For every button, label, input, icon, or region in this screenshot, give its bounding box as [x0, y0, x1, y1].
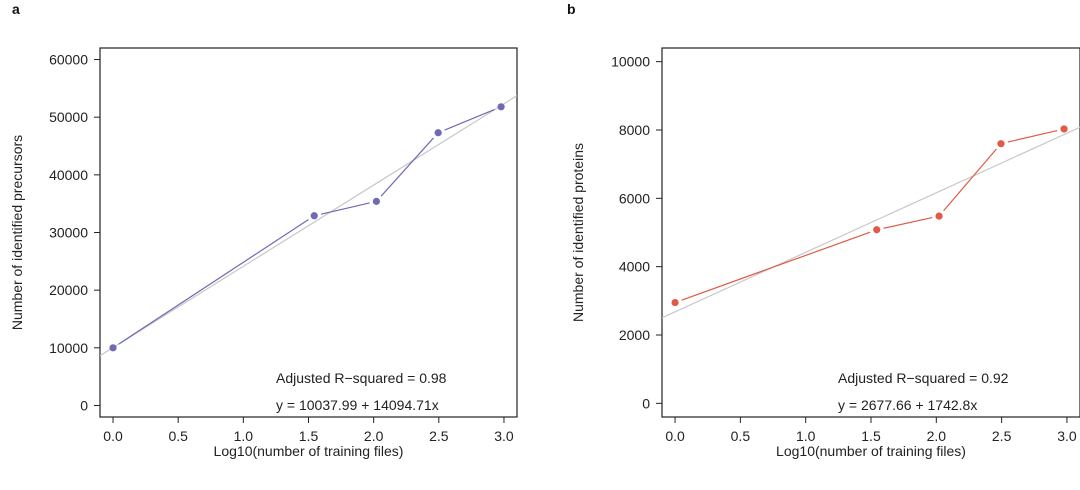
chart-b-x-tick-label: 1.0	[796, 428, 816, 444]
chart-b-annotation: y = 2677.66 + 1742.8x	[838, 397, 977, 413]
chart-b-data-point	[873, 226, 881, 234]
chart-b-annotation: Adjusted R−squared = 0.92	[838, 370, 1009, 386]
chart-a-y-tick-label: 0	[80, 397, 88, 413]
chart-a-series-segment	[444, 108, 495, 131]
chart-a-fit-line	[100, 95, 517, 357]
chart-a-series-segment	[380, 137, 434, 197]
chart-a-y-tick-label: 50000	[49, 109, 88, 125]
chart-a-data-point	[310, 212, 318, 220]
chart-a-data-point	[372, 197, 380, 205]
chart-b-x-tick-label: 3.0	[1057, 428, 1077, 444]
chart-a-x-tick-label: 0.5	[168, 428, 188, 444]
chart-b: b 0.0 0.5 1.0 1.5 2.0 2.5 3.0 0 2000 4000 6000 8000 1…	[567, 1, 1080, 459]
chart-b-x-tick-label: 2.5	[992, 428, 1012, 444]
chart-a-x-tick-label: 3.0	[494, 428, 514, 444]
chart-b-y-tick-label: 4000	[619, 259, 650, 275]
chart-b-series-segment	[883, 217, 933, 229]
chart-a-data-point	[434, 129, 442, 137]
chart-a-panel-letter: a	[12, 1, 20, 17]
chart-a-y-tick-label: 30000	[49, 225, 88, 241]
chart-b-fit-line	[662, 126, 1080, 319]
chart-b-series-segment	[1007, 129, 1058, 143]
chart-b-series-segment	[943, 148, 997, 212]
chart-b-x-tick-label: 1.5	[861, 428, 881, 444]
chart-b-y-axis-label: Number of identified proteins	[570, 143, 586, 322]
chart-b-y-tick-label: 6000	[619, 190, 650, 206]
chart-a-x-axis-label: Log10(number of training files)	[214, 443, 404, 459]
chart-b-series-segment	[681, 231, 871, 301]
chart-a-annotation: y = 10037.99 + 14094.71x	[276, 397, 439, 413]
chart-b-y-tick-label: 10000	[611, 54, 650, 70]
chart-b-plot-frame	[661, 47, 1080, 418]
chart-b-data-point	[671, 298, 679, 307]
chart-a-y-tick-label: 60000	[49, 52, 88, 68]
chart-a-plot-frame	[99, 47, 518, 418]
chart-a-series-segment	[320, 202, 370, 215]
chart-b-x-tick-label: 0.0	[665, 428, 685, 444]
chart-a-series-segment	[118, 219, 309, 345]
chart-a-annotation: Adjusted R−squared = 0.98	[276, 370, 447, 386]
chart-b-data-point	[1060, 125, 1068, 133]
chart-b-y-tick-label: 8000	[619, 122, 650, 138]
chart-a-x-tick-label: 1.5	[299, 428, 319, 444]
chart-a-x-tick-label: 2.5	[429, 428, 449, 444]
chart-b-panel-letter: b	[567, 1, 576, 17]
chart-b-y-tick-label: 0	[642, 395, 650, 411]
chart-a-y-axis-label: Number of identified precursors	[9, 135, 25, 330]
chart-a: a 0.0 0.5 1.0 1.5 2.0 2.5 3.0 0 10000 20000 30000 40…	[9, 1, 518, 459]
chart-b-x-axis-label: Log10(number of training files)	[776, 443, 966, 459]
chart-a-y-tick-label: 20000	[49, 282, 88, 298]
chart-a-y-tick-label: 10000	[49, 340, 88, 356]
chart-b-x-tick-label: 0.5	[731, 428, 751, 444]
chart-a-x-tick-label: 1.0	[234, 428, 254, 444]
chart-b-y-tick-label: 2000	[619, 327, 650, 343]
chart-a-y-tick-label: 40000	[49, 167, 88, 183]
chart-a-data-point	[497, 103, 505, 111]
chart-b-data-point	[997, 140, 1005, 148]
chart-b-data-point	[935, 212, 943, 220]
chart-a-data-point	[109, 344, 117, 352]
chart-a-x-tick-label: 0.0	[103, 428, 123, 444]
chart-a-x-tick-label: 2.0	[364, 428, 384, 444]
chart-b-x-tick-label: 2.0	[927, 428, 947, 444]
